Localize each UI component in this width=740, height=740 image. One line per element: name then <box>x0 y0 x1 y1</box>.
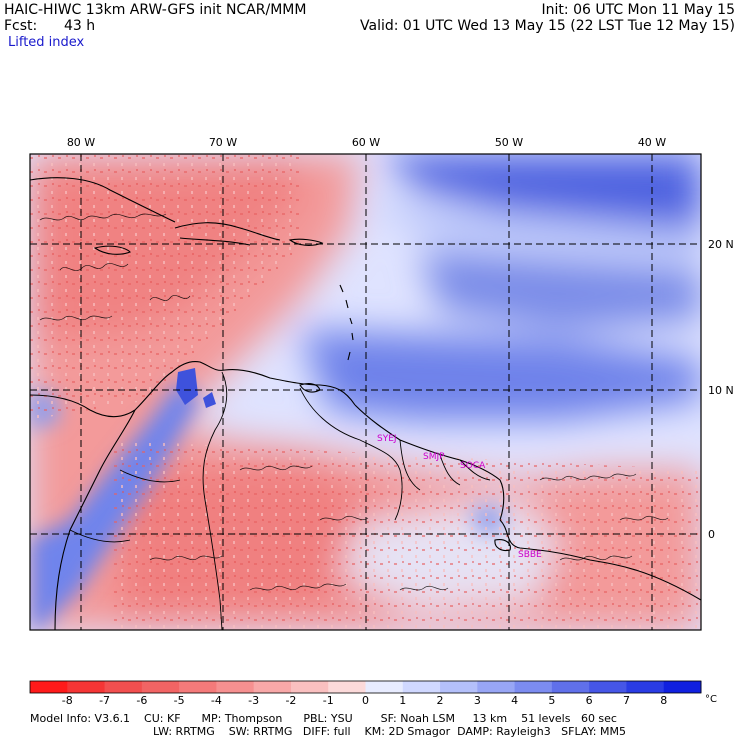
colorbar-swatch <box>589 681 627 693</box>
station-label: SOCA <box>460 461 486 471</box>
valid-time: Valid: 01 UTC Wed 13 May 15 (22 LST Tue … <box>360 18 735 34</box>
lon-label: 80 W <box>67 136 95 149</box>
lat-label: 20 N <box>708 238 734 251</box>
model-info-line1: Model Info: V3.6.1 CU: KF MP: Thompson P… <box>30 712 617 725</box>
colorbar-tick-label: -5 <box>174 694 185 707</box>
model-info-line2: LW: RRTMG SW: RRTMG DIFF: full KM: 2D Sm… <box>153 725 626 738</box>
forecast-hour: 43 h <box>64 18 96 34</box>
lon-label: 70 W <box>209 136 237 149</box>
forecast-label: Fcst: <box>4 18 38 34</box>
lon-label: 50 W <box>495 136 523 149</box>
colorbar-tick-label: 5 <box>548 694 555 707</box>
colorbar-swatch <box>663 681 702 693</box>
colorbar-tick-label: 3 <box>474 694 481 707</box>
station-label: SMJP <box>423 452 445 462</box>
colorbar-swatch <box>30 681 68 693</box>
colorbar <box>29 680 702 694</box>
colorbar-unit: °C <box>705 694 717 705</box>
colorbar-swatch <box>365 681 404 693</box>
lon-label: 40 W <box>638 136 666 149</box>
colorbar-swatch <box>551 681 590 693</box>
colorbar-tick-label: 1 <box>399 694 406 707</box>
colorbar-tick-label: 4 <box>511 694 518 707</box>
lon-label: 60 W <box>352 136 380 149</box>
colorbar-swatch <box>626 681 665 693</box>
station-label: SBBE <box>518 550 542 560</box>
map-frame <box>29 153 702 631</box>
station-label: SYEJ <box>377 434 397 444</box>
colorbar-tick-label: -8 <box>62 694 73 707</box>
map-title: HAIC-HIWC 13km ARW-GFS init NCAR/MMM <box>4 2 307 18</box>
colorbar-tick-label: -4 <box>211 694 222 707</box>
colorbar-tick-label: 8 <box>660 694 667 707</box>
colorbar-frame <box>29 680 702 694</box>
lat-label: 10 N <box>708 384 734 397</box>
colorbar-swatch <box>514 681 553 693</box>
colorbar-tick-label: 7 <box>623 694 630 707</box>
field-name: Lifted index <box>8 35 85 50</box>
colorbar-swatch <box>216 681 255 693</box>
colorbar-tick-label: -3 <box>248 694 259 707</box>
colorbar-swatch <box>104 681 143 693</box>
graticule <box>30 154 701 630</box>
colorbar-tick-label: 6 <box>586 694 593 707</box>
colorbar-swatch <box>290 681 329 693</box>
colorbar-swatch <box>141 681 180 693</box>
colorbar-tick-label: -1 <box>323 694 334 707</box>
colorbar-swatch <box>440 681 478 693</box>
colorbar-swatch <box>67 681 106 693</box>
colorbar-swatch <box>253 681 292 693</box>
colorbar-tick-label: -6 <box>136 694 147 707</box>
colorbar-swatch <box>477 681 516 693</box>
colorbar-swatch <box>328 681 366 693</box>
colorbar-swatch <box>402 681 441 693</box>
colorbar-swatch <box>179 681 217 693</box>
colorbar-tick-label: 0 <box>362 694 369 707</box>
colorbar-tick-label: -7 <box>99 694 110 707</box>
init-time: Init: 06 UTC Mon 11 May 15 <box>541 2 735 18</box>
lat-label: 0 <box>708 528 715 541</box>
colorbar-tick-label: 2 <box>437 694 444 707</box>
colorbar-tick-label: -2 <box>285 694 296 707</box>
